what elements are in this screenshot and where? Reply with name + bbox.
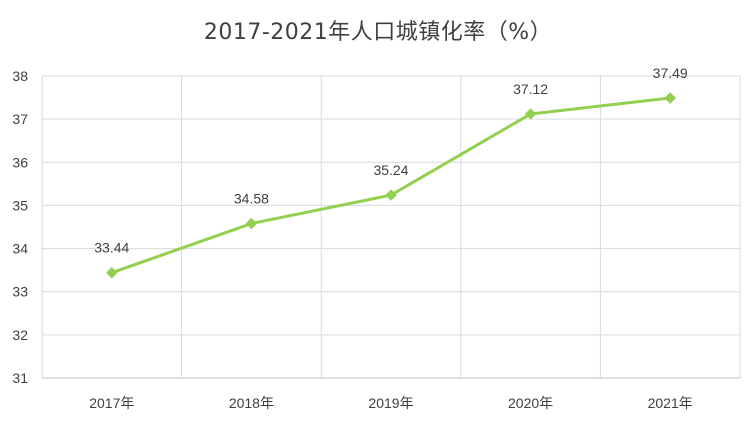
series-line — [110, 96, 672, 275]
x-tick-label: 2021年 — [648, 395, 693, 411]
data-point — [524, 108, 537, 120]
data-label: 37.49 — [653, 65, 688, 81]
data-point — [385, 189, 397, 201]
x-tick-label: 2020年 — [508, 395, 553, 411]
y-tick-label: 36 — [12, 154, 28, 170]
chart-title: 2017-2021年人口城镇化率（%） — [203, 20, 553, 45]
y-tick-label: 38 — [12, 68, 28, 84]
y-tick-label: 31 — [12, 370, 28, 386]
data-point — [106, 267, 118, 279]
y-tick-label: 34 — [12, 241, 28, 257]
data-point — [664, 92, 676, 104]
data-label: 35.24 — [373, 162, 408, 178]
x-tick-label: 2019年 — [368, 395, 413, 411]
data-label: 34.58 — [234, 191, 269, 207]
x-tick-label: 2017年 — [89, 395, 134, 411]
data-label: 37.12 — [513, 81, 548, 97]
y-tick-label: 33 — [12, 284, 28, 300]
y-tick-label: 37 — [12, 111, 28, 127]
data-label: 33.44 — [94, 240, 129, 256]
y-tick-label: 32 — [12, 327, 28, 343]
y-tick-label: 35 — [12, 197, 28, 213]
x-tick-label: 2018年 — [229, 395, 274, 411]
data-point — [245, 217, 258, 230]
